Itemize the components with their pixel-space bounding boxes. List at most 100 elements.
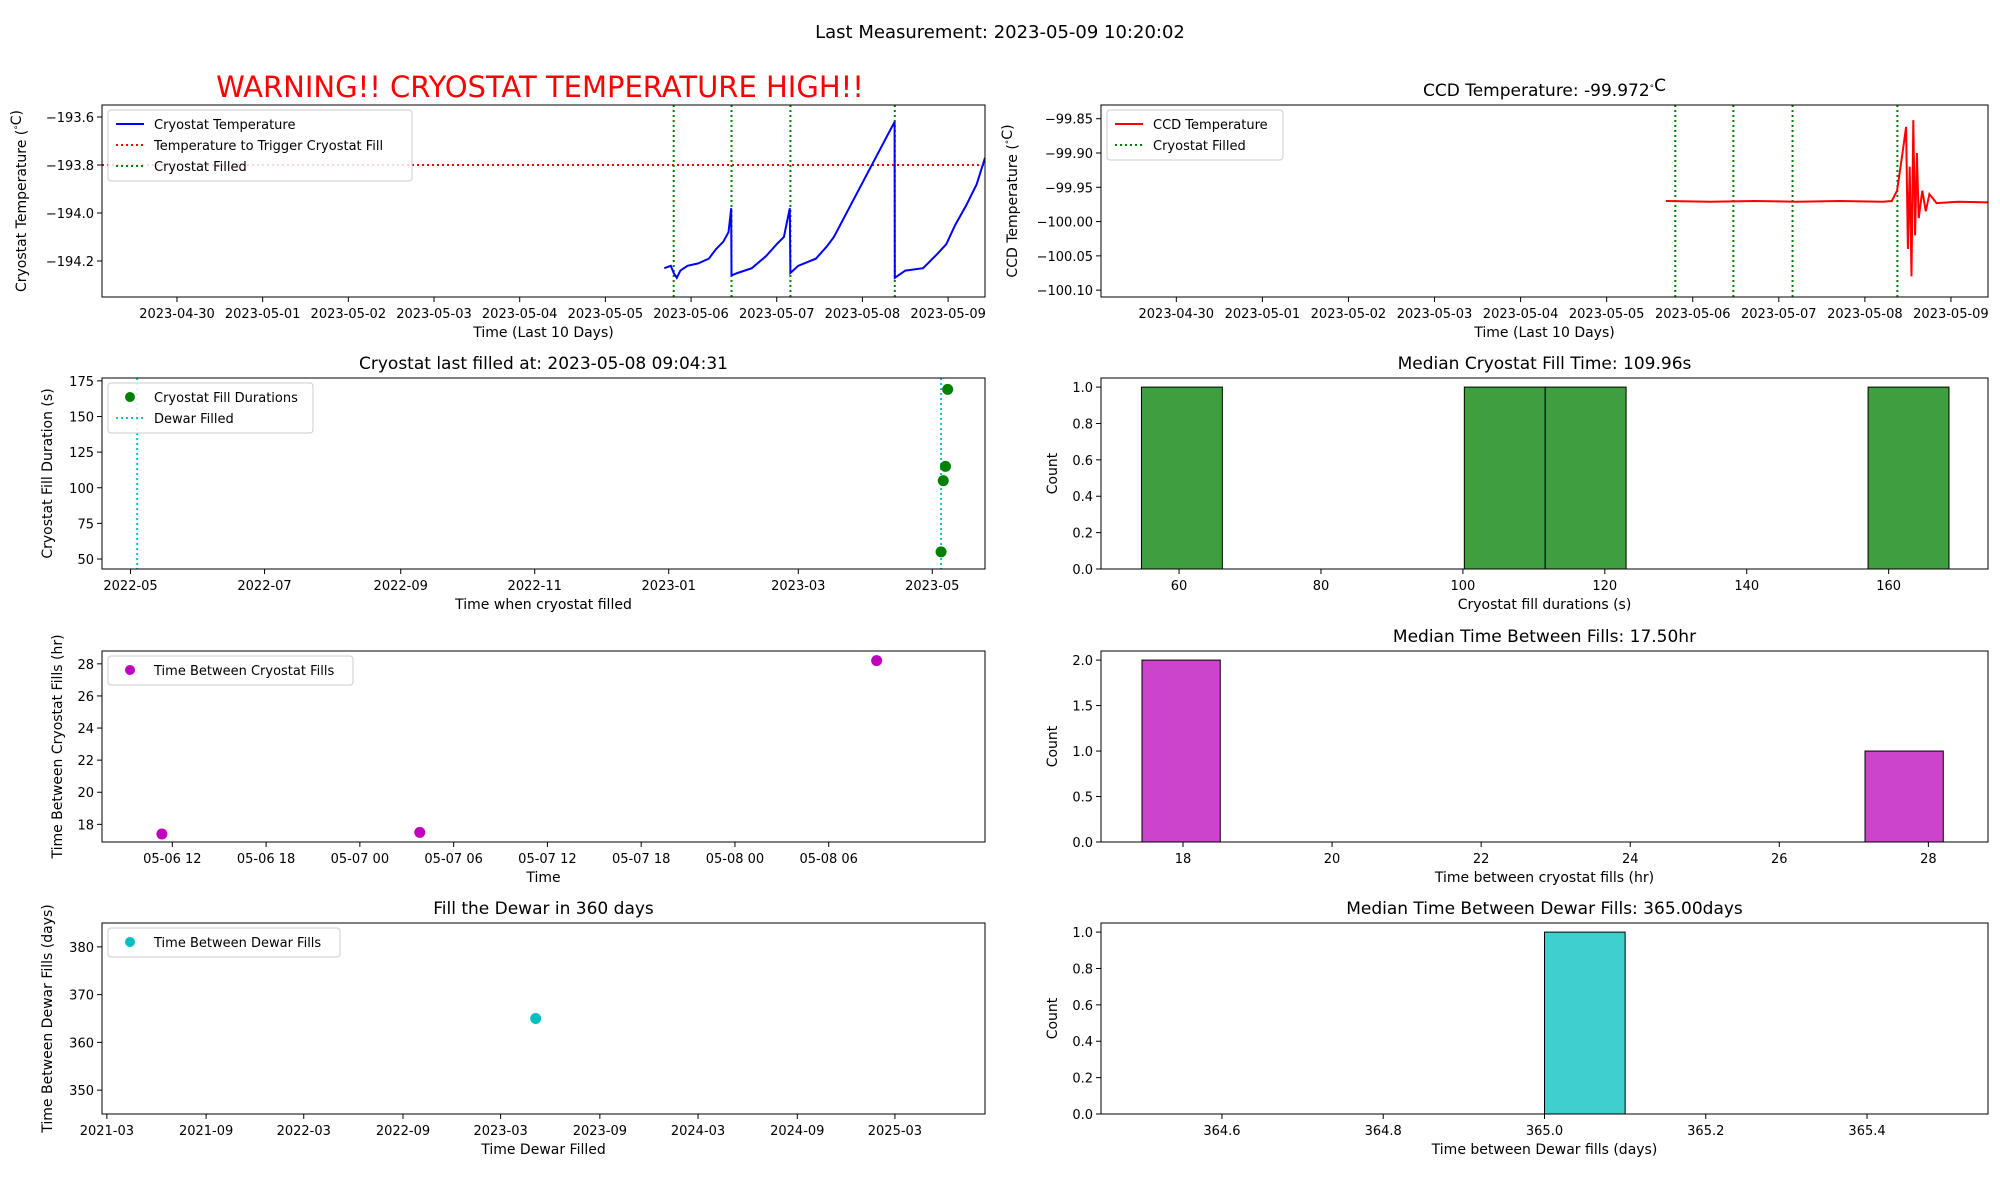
x-tick-label: 120	[1592, 579, 1617, 594]
chart-time_between_hist: 18 20 22 24 26 28 0.0 0.5 1.0 1.5 2.0 Time between …	[1045, 627, 1989, 886]
x-tick-label: 2023-05-07	[739, 307, 815, 322]
histogram-bar	[1864, 750, 1944, 843]
x-tick-label: 2022-09	[374, 579, 428, 594]
chart-title: Median Time Between Fills: 17.50hr	[1393, 627, 1696, 647]
cryostat-temperature-line	[663, 121, 985, 280]
x-tick-label: 2023-03	[473, 1124, 527, 1139]
y-tick-label: 0.2	[1072, 1072, 1093, 1087]
y-tick-label: 0.6	[1072, 999, 1093, 1014]
histogram-bar	[1140, 386, 1223, 570]
x-axis-label: Time Dewar Filled	[480, 1142, 606, 1158]
legend-box	[107, 109, 413, 182]
x-tick-label: 05-07 12	[518, 852, 576, 867]
x-tick-label: 140	[1734, 579, 1759, 594]
ccd-temperature-line	[1665, 120, 1988, 277]
x-tick-label: 364.6	[1203, 1124, 1240, 1139]
data-point	[935, 546, 947, 558]
y-axis-label: Cryostat Temperature (°C)	[9, 110, 30, 292]
x-axis-label: Time between cryostat fills (hr)	[1434, 870, 1654, 886]
x-tick-label: 365.4	[1848, 1124, 1885, 1139]
y-tick-label: 0.4	[1072, 1035, 1093, 1050]
legend-box	[107, 382, 314, 434]
y-tick-label: −99.95	[1045, 181, 1093, 196]
y-axis-label: Cryostat Fill Duration (s)	[40, 388, 56, 558]
x-tick-label: 2023-05	[905, 579, 959, 594]
y-tick-label: 125	[69, 446, 94, 461]
histogram-bar	[1544, 931, 1626, 1115]
x-tick-label: 2023-05-09	[1913, 307, 1989, 322]
x-tick-label: 2023-04-30	[139, 307, 215, 322]
histogram-bar	[1867, 386, 1950, 570]
y-tick-label: 150	[69, 410, 94, 425]
legend-box	[107, 927, 341, 958]
legend-label: Temperature to Trigger Cryostat Fill	[153, 139, 383, 154]
y-tick-label: 360	[69, 1036, 94, 1051]
axes-frame	[101, 377, 986, 570]
axes-frame	[1100, 922, 1989, 1115]
x-tick-label: 2023-01	[642, 579, 696, 594]
x-tick-label: 22	[1473, 852, 1490, 867]
x-tick-label: 100	[1450, 579, 1475, 594]
chart-fill_duration_hist: 60 80 100 120 140 160 0.0 0.2 0.4 0.6 0.8 1.0 Cryost…	[1045, 354, 1989, 613]
x-axis-label: Time (Last 10 Days)	[472, 325, 613, 341]
x-tick-label: 2021-09	[179, 1124, 233, 1139]
x-tick-label: 2023-05-01	[225, 307, 301, 322]
y-tick-label: 175	[69, 375, 94, 390]
chart-dewar_fills: 2021-03 2021-09 2022-03 2022-09 2023-03 2023-…	[40, 899, 986, 1158]
x-tick-label: 364.8	[1365, 1124, 1402, 1139]
x-tick-label: 365.0	[1526, 1124, 1563, 1139]
axes-frame	[1100, 104, 1989, 298]
x-axis-label: Time	[525, 870, 560, 886]
histogram-bar	[1544, 386, 1627, 570]
x-tick-label: 2024-03	[671, 1124, 725, 1139]
y-tick-label: 75	[77, 517, 94, 532]
y-tick-label: 28	[77, 658, 94, 673]
x-tick-label: 24	[1622, 852, 1639, 867]
legend-marker	[125, 665, 135, 675]
y-tick-label: −193.6	[46, 111, 94, 126]
y-tick-label: 24	[77, 722, 94, 737]
x-axis-label: Cryostat fill durations (s)	[1458, 597, 1632, 613]
x-axis-label: Time (Last 10 Days)	[1473, 325, 1614, 341]
y-tick-label: −100.10	[1037, 284, 1093, 299]
chart-title: Fill the Dewar in 360 days	[433, 899, 654, 919]
y-tick-label: 380	[69, 941, 94, 956]
chart-time_between_fills: 05-06 12 05-06 18 05-07 00 05-07 06 05-07 12…	[50, 634, 986, 886]
y-tick-label: 22	[77, 754, 94, 769]
x-tick-label: 2023-05-01	[1225, 307, 1301, 322]
y-tick-label: −100.05	[1037, 250, 1093, 265]
x-tick-label: 2023-03	[771, 579, 825, 594]
y-tick-label: −194.0	[46, 207, 94, 222]
x-tick-label: 2023-05-02	[1311, 307, 1387, 322]
y-tick-label: 0.0	[1072, 836, 1093, 851]
x-tick-label: 2022-11	[508, 579, 562, 594]
axes-frame	[101, 922, 986, 1115]
y-tick-label: 100	[69, 482, 94, 497]
x-tick-label: 2023-05-08	[825, 307, 901, 322]
x-tick-label: 05-07 06	[424, 852, 482, 867]
x-tick-label: 2021-03	[80, 1124, 134, 1139]
chart-dewar_hist: 364.6 364.8 365.0 365.2 365.4 0.0 0.2 0.4 0.6 0.8…	[1045, 899, 1989, 1158]
warning-text: WARNING!! CRYOSTAT TEMPERATURE HIGH!!	[216, 70, 864, 104]
data-point	[156, 828, 168, 840]
y-tick-label: 20	[77, 786, 94, 801]
x-tick-label: 2023-05-09	[910, 307, 986, 322]
y-tick-label: 0.0	[1072, 563, 1093, 578]
data-point	[939, 460, 951, 472]
y-tick-label: 370	[69, 989, 94, 1004]
x-tick-label: 20	[1324, 852, 1341, 867]
x-tick-label: 2023-09	[573, 1124, 627, 1139]
legend-box	[107, 655, 354, 686]
y-tick-label: −99.85	[1045, 113, 1093, 128]
histogram-bar	[1463, 386, 1546, 570]
y-tick-label: 1.0	[1072, 926, 1093, 941]
x-tick-label: 05-07 00	[331, 852, 389, 867]
legend-label: Time Between Cryostat Fills	[153, 664, 334, 679]
legend-box	[1106, 109, 1284, 161]
x-tick-label: 2022-03	[277, 1124, 331, 1139]
y-tick-label: 1.5	[1072, 700, 1093, 715]
y-tick-label: 0.8	[1072, 417, 1093, 432]
x-tick-label: 2022-09	[376, 1124, 430, 1139]
y-tick-label: 2.0	[1072, 654, 1093, 669]
